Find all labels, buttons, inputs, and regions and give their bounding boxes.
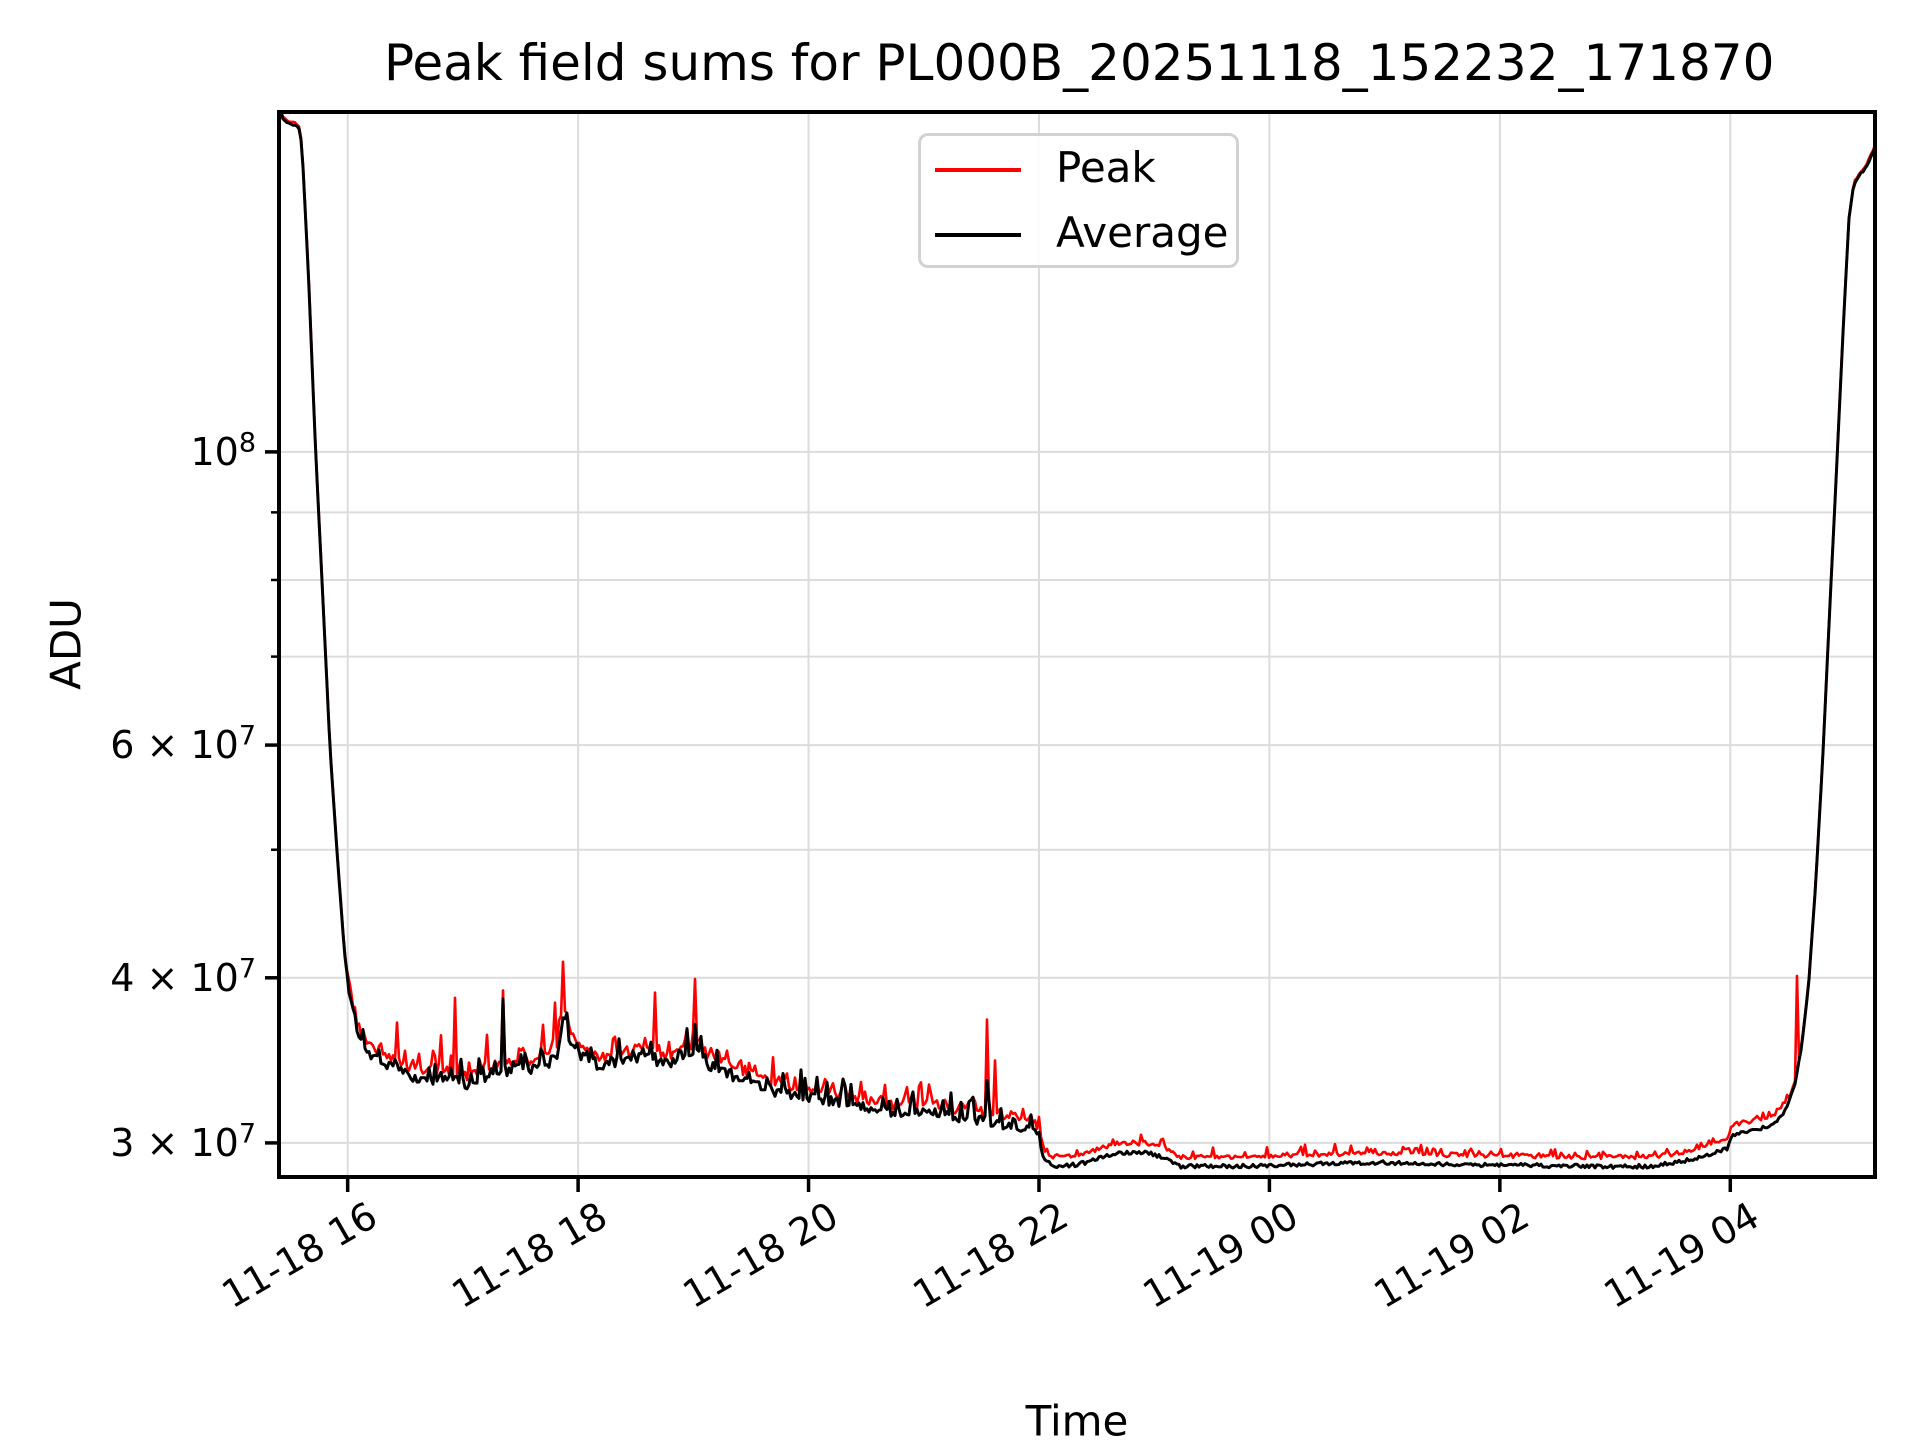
axes-spines <box>277 110 1877 1179</box>
legend: Peak Average <box>918 133 1239 268</box>
y-axis-label: ADU <box>41 598 91 690</box>
y-tick-label: 3 × 107 <box>110 1118 256 1165</box>
y-tick-label: 4 × 107 <box>110 953 256 1000</box>
legend-label-average: Average <box>1056 207 1229 257</box>
peak-line-swatch <box>935 168 1021 173</box>
legend-row-peak: Peak <box>921 136 1236 201</box>
average-series-line <box>279 112 1875 1170</box>
peak-series-line <box>279 112 1875 1161</box>
y-tick-label: 6 × 107 <box>110 720 256 768</box>
x-axis-label: Time <box>1025 1396 1129 1440</box>
chart-title: Peak field sums for PL000B_20251118_1522… <box>384 34 1775 92</box>
y-tick-label: 108 <box>190 427 256 474</box>
average-line-swatch <box>935 232 1021 237</box>
legend-row-average: Average <box>921 201 1236 266</box>
legend-label-peak: Peak <box>1056 143 1156 193</box>
